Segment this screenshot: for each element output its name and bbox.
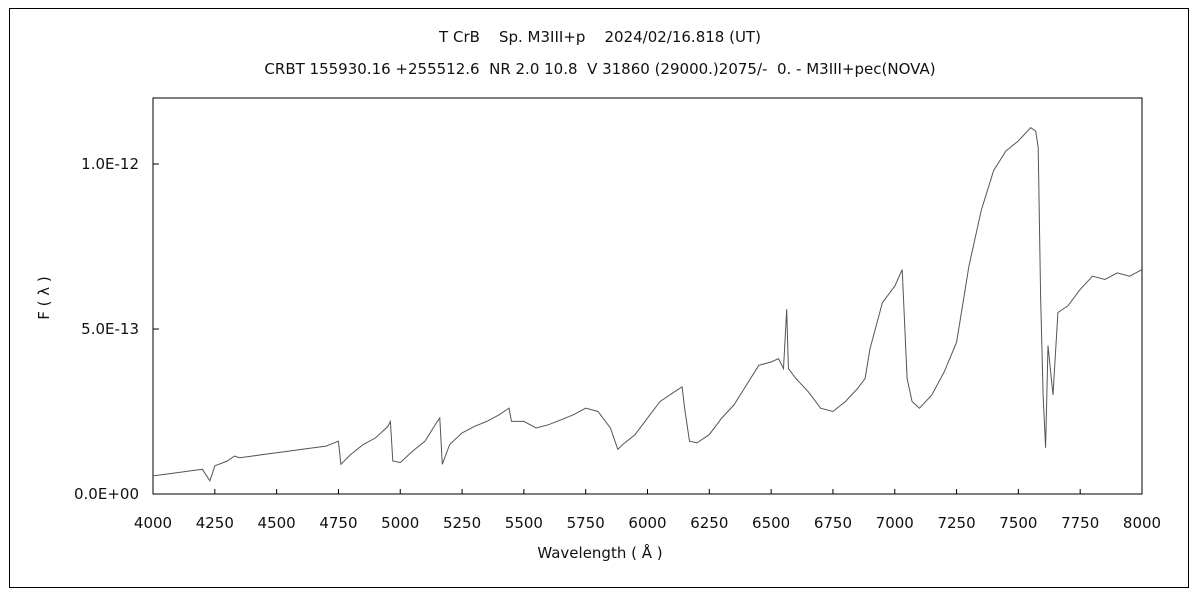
x-tick-label: 6750 xyxy=(814,514,852,532)
x-tick-label: 7750 xyxy=(1061,514,1099,532)
x-tick-label: 5750 xyxy=(567,514,605,532)
x-tick-label: 7000 xyxy=(876,514,914,532)
chart-frame xyxy=(9,8,1189,588)
x-tick-label: 5000 xyxy=(381,514,419,532)
x-tick-label: 5500 xyxy=(505,514,543,532)
x-tick-label: 6500 xyxy=(752,514,790,532)
y-axis: 0.0E+00 5.0E-13 1.0E-12 xyxy=(74,155,159,503)
x-tick-label: 7250 xyxy=(937,514,975,532)
x-axis: 4000 4250 4500 4750 5000 5250 5500 5750 6000 6250… xyxy=(134,489,1161,532)
y-tick-label: 0.0E+00 xyxy=(74,485,139,503)
x-tick-label: 5250 xyxy=(443,514,481,532)
x-tick-label: 4250 xyxy=(196,514,234,532)
x-tick-label: 4750 xyxy=(319,514,357,532)
x-tick-label: 4500 xyxy=(258,514,296,532)
x-tick-label: 8000 xyxy=(1123,514,1161,532)
x-tick-label: 6250 xyxy=(690,514,728,532)
plot-area xyxy=(152,97,1143,495)
x-tick-label: 6000 xyxy=(628,514,666,532)
chart-subtitle: CRBT 155930.16 +255512.6 NR 2.0 10.8 V 3… xyxy=(264,60,936,78)
chart-title: T CrB Sp. M3III+p 2024/02/16.818 (UT) xyxy=(439,28,761,46)
y-tick-label: 1.0E-12 xyxy=(81,155,139,173)
x-tick-label: 4000 xyxy=(134,514,172,532)
y-tick-label: 5.0E-13 xyxy=(81,320,139,338)
spectrum-line xyxy=(152,127,1143,482)
x-axis-label: Wavelength ( Å ) xyxy=(537,544,663,562)
x-tick-label: 7500 xyxy=(999,514,1037,532)
